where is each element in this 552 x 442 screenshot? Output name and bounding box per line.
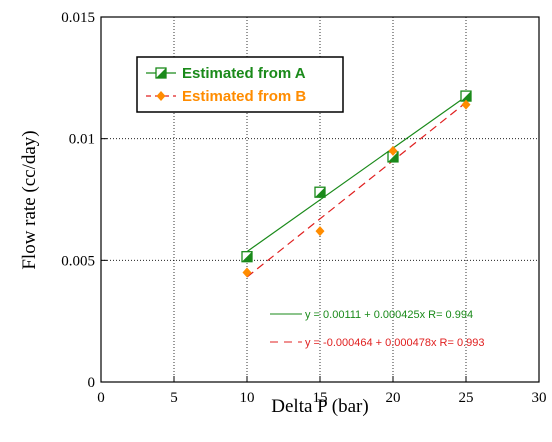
- point-a: [314, 186, 326, 198]
- point-a: [460, 90, 472, 102]
- point-a: [155, 67, 167, 79]
- fit-equation: y = 0.00111 + 0.000425x R= 0.994: [305, 309, 473, 321]
- x-tick-label: 0: [97, 390, 105, 406]
- data-points: [241, 90, 472, 278]
- y-axis-title: Flow rate (cc/day): [19, 130, 40, 269]
- point-b: [315, 226, 325, 237]
- point-b: [242, 267, 252, 278]
- y-tick-label: 0.005: [61, 253, 95, 269]
- fit-line-a: [246, 95, 467, 253]
- legend: Estimated from A Estimated from B: [136, 56, 344, 113]
- fit-equations: y = 0.00111 + 0.000425x R= 0.994 y = -0.0…: [270, 309, 485, 349]
- legend-box: [136, 56, 344, 113]
- fit-lines: [246, 95, 467, 278]
- point-b: [461, 99, 471, 110]
- y-tick-label: 0: [88, 375, 96, 391]
- x-tick-label: 10: [240, 390, 255, 406]
- point-b: [156, 91, 166, 101]
- fit-line-b: [246, 102, 467, 278]
- x-axis-title: Delta P (bar): [271, 396, 368, 417]
- x-tick-label: 25: [459, 390, 474, 406]
- x-tick-label: 30: [532, 390, 547, 406]
- point-a: [241, 251, 253, 263]
- legend-label: Estimated from B: [182, 88, 306, 105]
- x-tick-label: 15: [313, 390, 328, 406]
- fit-equation: y = -0.000464 + 0.000478x R= 0.993: [305, 337, 485, 349]
- legend-label: Estimated from A: [182, 65, 306, 82]
- axis-ticks: [100, 16, 540, 383]
- y-tick-labels: 0 0.005 0.01 0.015: [61, 10, 95, 391]
- y-tick-label: 0.01: [69, 132, 95, 148]
- x-tick-label: 5: [170, 390, 178, 406]
- x-tick-labels: 0 5 10 15 20 25 30: [97, 390, 546, 406]
- point-b: [388, 145, 398, 156]
- x-tick-label: 20: [386, 390, 401, 406]
- y-tick-label: 0.015: [61, 10, 95, 26]
